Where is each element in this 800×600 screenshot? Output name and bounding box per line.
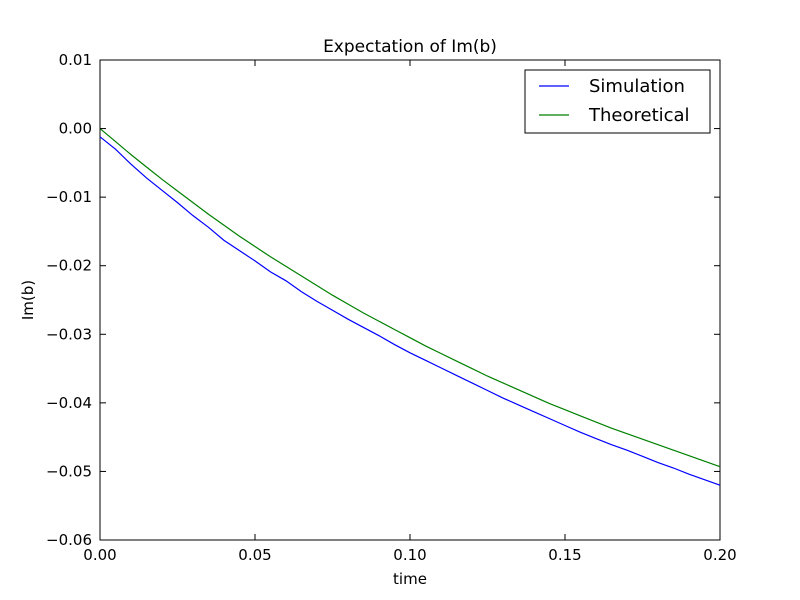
x-tick-label: 0.00 <box>83 546 116 564</box>
y-tick-label: −0.03 <box>46 325 92 343</box>
series-line-theoretical <box>99 128 721 468</box>
x-tick-label: 0.05 <box>238 546 271 564</box>
chart-title: Expectation of Im(b) <box>323 37 497 57</box>
x-tick-label: 0.20 <box>703 546 736 564</box>
y-tick-label: 0.01 <box>59 51 92 69</box>
legend-label-simulation: Simulation <box>589 76 685 97</box>
y-tick-label: −0.05 <box>46 462 92 480</box>
x-tick-label: 0.10 <box>393 546 426 564</box>
ticks-layer: 0.00 0.05 0.10 0.15 0.20 0.01 0.00 −0.01 −0.02 −0… <box>46 51 737 564</box>
y-tick-label: −0.04 <box>46 394 92 412</box>
series-layer <box>99 128 721 486</box>
x-tick-label: 0.15 <box>548 546 581 564</box>
legend-label-theoretical: Theoretical <box>588 105 690 126</box>
y-tick-label: −0.02 <box>46 257 92 275</box>
y-tick-label: 0.00 <box>59 120 92 138</box>
legend: Simulation Theoretical <box>524 69 711 134</box>
plot-area: 0.00 0.05 0.10 0.15 0.20 0.01 0.00 −0.01 −0.02 −0… <box>46 51 737 564</box>
y-tick-label: −0.01 <box>46 188 92 206</box>
legend-box <box>524 69 711 134</box>
x-axis-label: time <box>393 570 427 588</box>
y-tick-label: −0.06 <box>46 531 92 549</box>
series-line-simulation <box>99 136 721 486</box>
y-axis-label: Im(b) <box>19 280 37 320</box>
